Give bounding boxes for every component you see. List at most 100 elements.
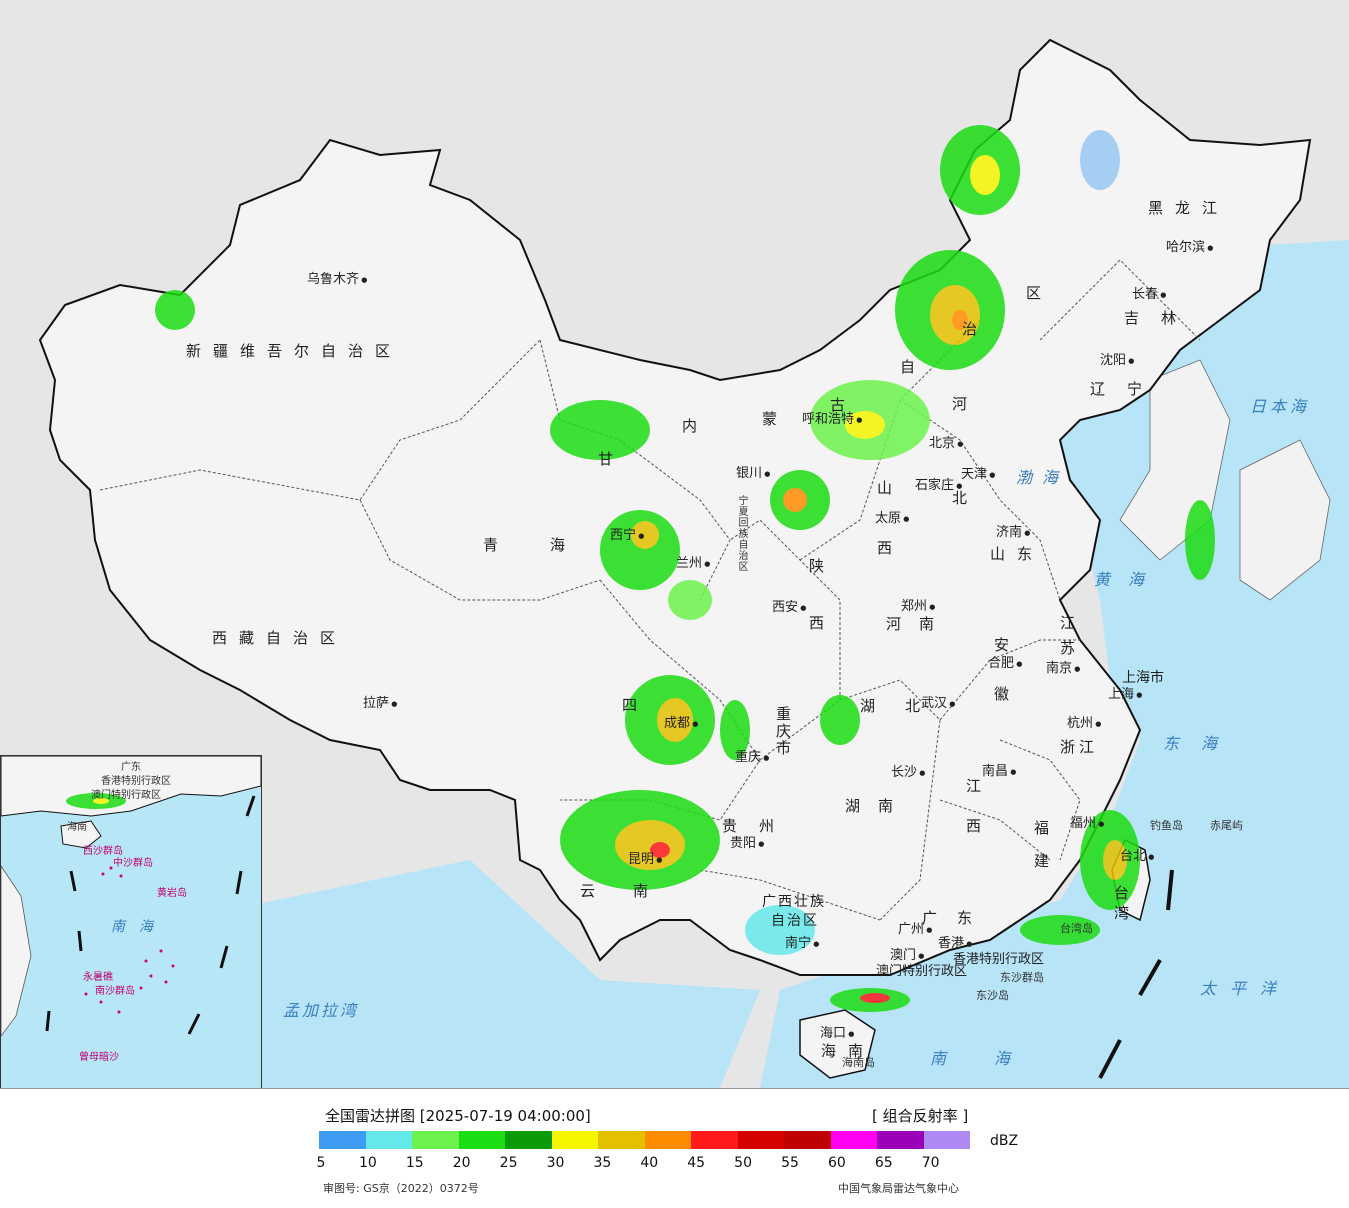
city-chengdu: 成都	[664, 712, 698, 731]
inset-sea: 南海	[111, 919, 167, 935]
sea-yellow: 黄海	[1094, 570, 1163, 589]
city-xian: 西安	[772, 596, 806, 615]
sea-bohai: 渤海	[1016, 468, 1069, 487]
region-hunan: 湖南	[845, 797, 912, 815]
color-swatch	[598, 1131, 645, 1149]
city-guiyang: 贵阳	[730, 832, 764, 851]
region-liaoning: 辽宁	[1090, 380, 1165, 398]
tick-label: 5	[316, 1155, 326, 1171]
region-henan: 河南	[886, 615, 953, 633]
boundary-dashes	[1098, 869, 1174, 1079]
region-shaanxi-2: 西	[809, 614, 837, 632]
city-wuhan: 武汉	[921, 692, 955, 711]
region-taiwan-2: 湾	[1114, 904, 1142, 922]
tick-label: 60	[827, 1155, 846, 1171]
region-neimeng-6: 区	[1026, 284, 1054, 302]
city-jinan: 济南	[996, 521, 1030, 540]
region-guangdong: 广东	[922, 909, 993, 927]
region-jiangsu-2: 苏	[1060, 639, 1088, 657]
radar-map: 新疆维吾尔自治区 西藏自治区 青海 甘 内 蒙 古 自 治 区 黑龙江 吉林 辽…	[0, 0, 1349, 1089]
region-neimeng-4: 自	[900, 358, 928, 376]
region-guangxi-2: 自治区	[771, 913, 819, 929]
inset-guangdong: 广东	[121, 762, 141, 773]
city-yinchuan: 银川	[736, 462, 770, 481]
color-swatch	[644, 1131, 691, 1149]
region-xizang: 西藏自治区	[212, 629, 348, 647]
color-swatch	[319, 1131, 366, 1149]
city-taipei: 台北	[1120, 845, 1154, 864]
region-yunnan: 云南	[580, 882, 687, 900]
region-heilongjiang: 黑龙江	[1148, 199, 1230, 217]
region-zhejiang: 浙江	[1060, 738, 1099, 756]
color-swatch	[458, 1131, 505, 1149]
region-jiangxi-1: 江	[966, 777, 994, 795]
region-neimeng-1: 内	[682, 417, 710, 435]
color-swatch	[365, 1131, 412, 1149]
tick-label: 35	[593, 1155, 612, 1171]
region-anhui-2: 徽	[994, 685, 1022, 703]
region-shanxi-1: 山	[877, 479, 905, 497]
region-sichuan: 四	[622, 696, 650, 714]
region-neimeng-2: 蒙	[762, 410, 790, 428]
region-shanghai: 上海市	[1122, 670, 1164, 686]
inset-nansha: 南沙群岛	[95, 986, 135, 997]
city-shijiazhuang: 石家庄	[915, 474, 962, 493]
legend-product: [ 组合反射率 ]	[872, 1107, 969, 1125]
south-china-sea-inset: 广东 香港特别行政区 澳门特别行政区 海南 西沙群岛 中沙群岛 黄岩岛 南海 永…	[0, 755, 262, 1088]
region-guizhou: 贵州	[722, 817, 797, 835]
color-swatch	[691, 1131, 738, 1149]
legend-title: 全国雷达拼图 [2025-07-19 04:00:00]	[325, 1107, 591, 1125]
region-anhui-1: 安	[994, 636, 1022, 654]
region-jiangsu-1: 江	[1060, 614, 1088, 632]
city-shenyang: 沈阳	[1100, 349, 1134, 368]
color-swatch	[830, 1131, 877, 1149]
hainan-land	[799, 1009, 876, 1079]
color-swatch	[923, 1131, 970, 1149]
city-tianjin: 天津	[961, 463, 995, 482]
city-hongkong: 香港	[938, 932, 972, 951]
tick-label: 45	[687, 1155, 706, 1171]
color-swatch	[877, 1131, 924, 1149]
region-taiwan-1: 台	[1114, 884, 1142, 902]
city-macau: 澳门	[890, 944, 924, 963]
inset-xisha: 西沙群岛	[83, 846, 123, 857]
region-hainan-2: 南	[848, 1042, 876, 1060]
city-xining: 西宁	[610, 524, 644, 543]
inset-yongshu: 永暑礁	[83, 972, 113, 983]
region-guangxi-1: 广西壮族	[762, 894, 826, 910]
sea-south: 南海	[930, 1049, 1059, 1068]
region-gansu: 甘	[598, 450, 626, 468]
city-chongqing: 重庆	[735, 746, 769, 765]
inset-dashes	[45, 795, 256, 1035]
region-shaanxi-1: 陕	[809, 557, 837, 575]
color-swatch	[784, 1131, 831, 1149]
region-fujian-1: 福	[1034, 819, 1062, 837]
tick-label: 55	[781, 1155, 799, 1171]
inset-west-land	[1, 865, 32, 1037]
tick-label: 10	[358, 1155, 377, 1171]
city-haikou: 海口	[820, 1022, 854, 1041]
island-taiwan: 台湾岛	[1060, 922, 1093, 935]
color-swatch	[505, 1131, 552, 1149]
inset-echoes	[66, 793, 126, 809]
color-swatch	[551, 1131, 598, 1149]
tick-label: 65	[874, 1155, 893, 1171]
island-dongsha-dao: 东沙岛	[976, 989, 1009, 1002]
city-nanjing: 南京	[1046, 657, 1080, 676]
city-guangzhou: 广州	[898, 918, 932, 937]
city-lhasa: 拉萨	[363, 692, 397, 711]
region-ningxia: 宁夏回族自治区	[736, 495, 747, 572]
approval-number: 审图号: GS京（2022）0372号	[323, 1182, 479, 1195]
region-hebei-1: 河	[952, 395, 980, 413]
sea-japan: 日本海	[1250, 397, 1311, 416]
inset-hainan	[60, 820, 102, 849]
region-fujian-2: 建	[1034, 852, 1062, 870]
region-shanxi-2: 西	[877, 539, 905, 557]
tick-label: 20	[452, 1155, 471, 1171]
region-neimeng-5: 治	[962, 320, 990, 338]
color-swatch	[412, 1131, 459, 1149]
city-lanzhou: 兰州	[676, 552, 710, 571]
color-swatch	[737, 1131, 784, 1149]
sea-pacific: 太平洋	[1200, 979, 1291, 998]
city-taiyuan: 太原	[875, 507, 909, 526]
